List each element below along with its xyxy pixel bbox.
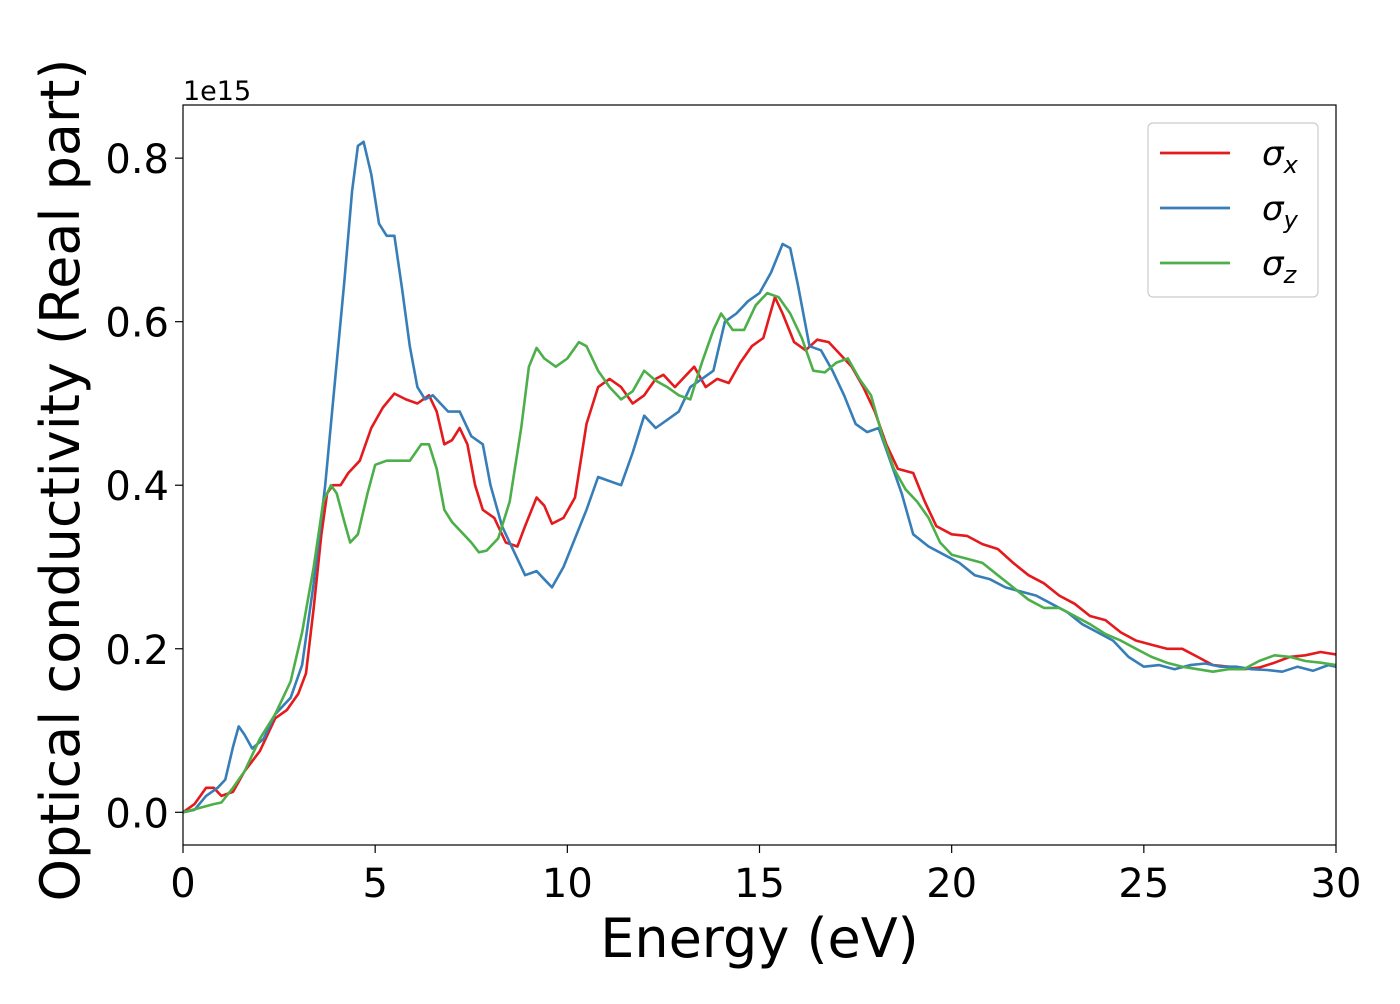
x-tick-label: 10 bbox=[542, 861, 593, 907]
x-axis-label: Energy (eV) bbox=[600, 907, 919, 970]
series-layer bbox=[183, 140, 1336, 814]
y-tick-label: 0.8 bbox=[105, 137, 169, 183]
y-axis-label: Optical conductivity (Real part) bbox=[29, 59, 92, 902]
x-tick-label: 5 bbox=[362, 861, 387, 907]
y-tick-label: 0.4 bbox=[105, 464, 169, 510]
legend-symbol: σ bbox=[1262, 244, 1285, 284]
y-axis-offset-label: 1e15 bbox=[183, 76, 251, 107]
legend-label-x: σx bbox=[1262, 134, 1299, 179]
y-axis-ticks: 0.0 0.2 0.4 0.6 0.8 bbox=[105, 137, 183, 837]
y-tick-label: 0.0 bbox=[105, 791, 169, 837]
series-line-x bbox=[183, 295, 1336, 814]
legend-box bbox=[1147, 122, 1319, 298]
x-tick-label: 0 bbox=[170, 861, 195, 907]
y-tick-label: 0.2 bbox=[105, 628, 169, 674]
series-line-y bbox=[183, 140, 1336, 814]
legend-label-y: σy bbox=[1262, 189, 1299, 234]
legend-subscript: x bbox=[1283, 151, 1299, 179]
series-line-z bbox=[183, 291, 1336, 814]
x-axis-ticks: 0 5 10 15 20 25 30 bbox=[170, 845, 1361, 907]
legend-symbol: σ bbox=[1262, 189, 1285, 229]
x-tick-label: 25 bbox=[1118, 861, 1169, 907]
legend-subscript: z bbox=[1283, 261, 1298, 289]
y-tick-label: 0.6 bbox=[105, 301, 169, 347]
legend-symbol: σ bbox=[1262, 134, 1285, 174]
x-tick-label: 15 bbox=[734, 861, 785, 907]
x-tick-label: 30 bbox=[1311, 861, 1362, 907]
legend-label-z: σz bbox=[1262, 244, 1298, 289]
legend-subscript: y bbox=[1283, 206, 1299, 234]
x-tick-label: 20 bbox=[926, 861, 977, 907]
